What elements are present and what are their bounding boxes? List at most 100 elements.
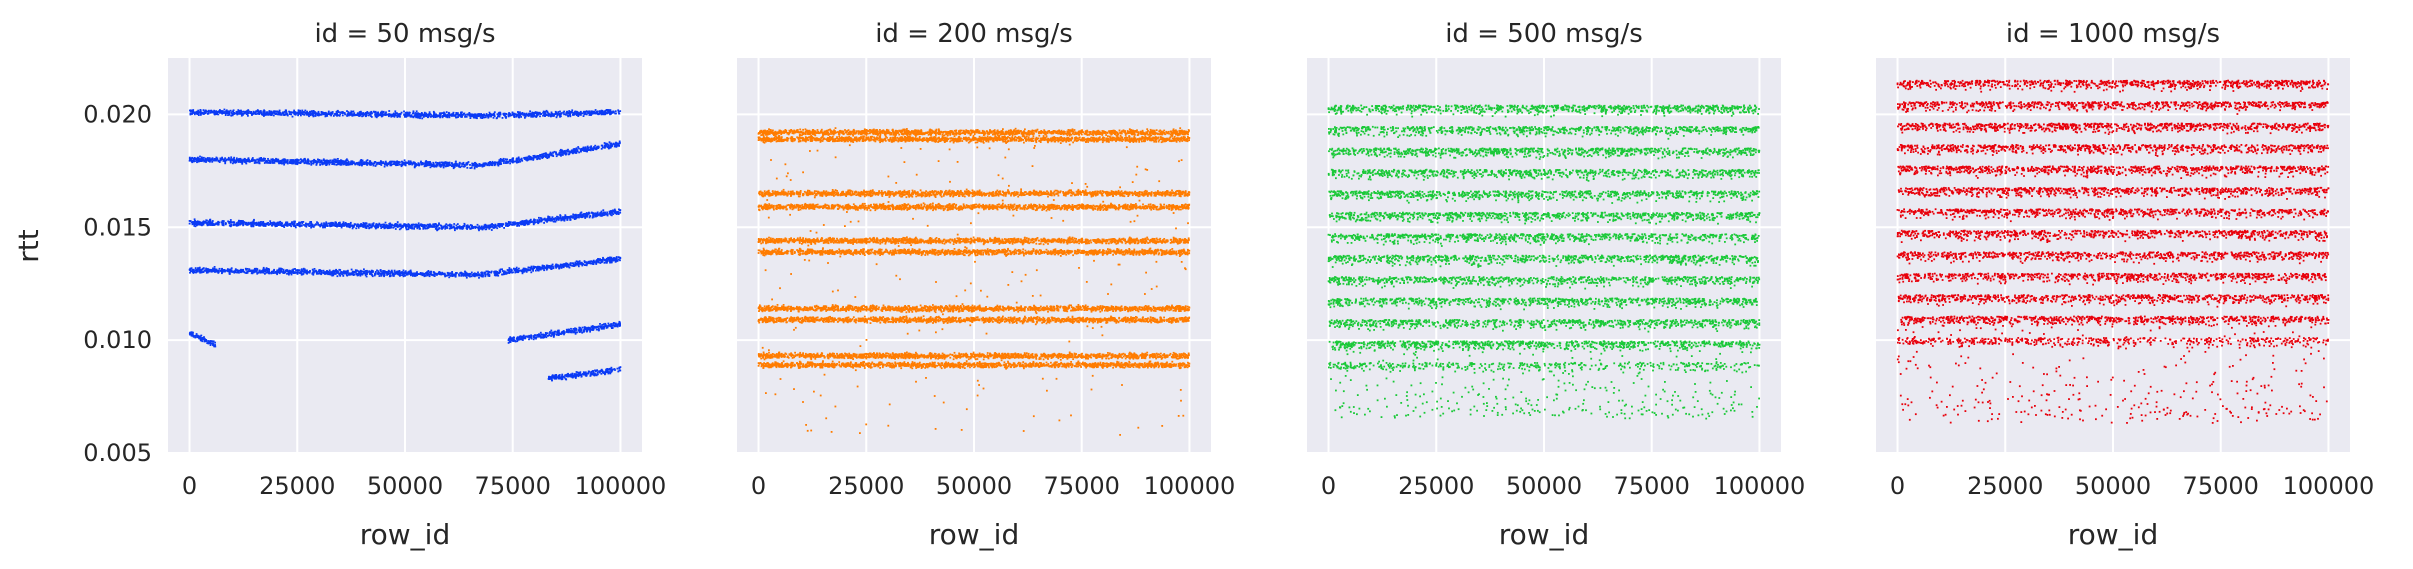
data-point [321, 111, 323, 113]
data-point [320, 114, 322, 116]
data-point [456, 116, 458, 118]
data-point [480, 113, 482, 115]
data-point [416, 110, 418, 112]
data-point [446, 111, 448, 113]
data-point [470, 117, 472, 119]
data-point [453, 167, 455, 169]
data-point [533, 116, 535, 118]
data-point [589, 114, 591, 116]
data-point [325, 116, 327, 118]
data-point [415, 112, 417, 114]
data-point [435, 116, 437, 118]
data-point [270, 114, 272, 116]
data-point [531, 113, 533, 115]
data-point [193, 112, 195, 114]
data-point [477, 114, 479, 116]
data-point [483, 117, 485, 119]
data-point [376, 162, 378, 164]
data-point [429, 111, 431, 113]
data-point [370, 112, 372, 114]
data-point [518, 114, 520, 116]
data-point [443, 167, 445, 169]
data-point [583, 111, 585, 113]
data-point [566, 112, 568, 114]
data-point [312, 114, 314, 116]
data-point [534, 112, 536, 114]
data-point [577, 146, 579, 148]
data-point [585, 111, 587, 113]
data-point [208, 110, 210, 112]
data-point [602, 110, 604, 112]
data-point [282, 112, 284, 114]
data-point [335, 159, 337, 161]
data-point [291, 112, 293, 114]
data-point [555, 112, 557, 114]
data-point [522, 112, 524, 114]
data-point [449, 116, 451, 118]
data-point [247, 110, 249, 112]
data-point [247, 115, 249, 117]
data-point [337, 110, 339, 112]
data-point [395, 112, 397, 114]
data-point [353, 111, 355, 113]
data-point [265, 114, 267, 116]
data-point [527, 114, 529, 116]
data-point [486, 113, 488, 115]
data-point [218, 160, 220, 162]
data-point [365, 115, 367, 117]
data-point [513, 115, 515, 117]
data-point [295, 113, 297, 115]
data-point [323, 112, 325, 114]
data-point [474, 117, 476, 119]
data-point [191, 110, 193, 112]
data-point [615, 110, 617, 112]
data-point [604, 110, 606, 112]
data-point [388, 110, 390, 112]
data-point [365, 113, 367, 115]
data-point [539, 154, 541, 156]
data-point [331, 113, 333, 115]
data-point [396, 114, 398, 116]
data-point [340, 112, 342, 114]
data-point [493, 117, 495, 119]
data-point [361, 115, 363, 117]
data-point [359, 115, 361, 117]
data-point [424, 112, 426, 114]
data-point [485, 116, 487, 118]
data-point [552, 113, 554, 115]
data-point [381, 111, 383, 113]
data-point [339, 113, 341, 115]
data-point [420, 115, 422, 117]
data-point [301, 110, 303, 112]
data-point [337, 158, 339, 160]
data-point [509, 115, 511, 117]
data-point [580, 111, 582, 113]
data-point [200, 114, 202, 116]
data-point [386, 114, 388, 116]
data-point [529, 110, 531, 112]
data-point [255, 162, 257, 164]
data-point [430, 166, 432, 168]
data-point [232, 111, 234, 113]
data-point [559, 114, 561, 116]
data-point [509, 163, 511, 165]
data-point [539, 115, 541, 117]
data-point [373, 111, 375, 113]
data-point [549, 114, 551, 116]
data-point [466, 114, 468, 116]
data-point [448, 112, 450, 114]
data-point [417, 113, 419, 115]
data-point [455, 114, 457, 116]
data-point [394, 115, 396, 117]
data-point [204, 112, 206, 114]
data-point [259, 111, 261, 113]
data-point [299, 110, 301, 112]
data-point [375, 111, 377, 113]
data-point [319, 159, 321, 161]
data-point [433, 116, 435, 118]
data-point [567, 114, 569, 116]
data-point [275, 111, 277, 113]
data-point [399, 113, 401, 115]
data-point [606, 113, 608, 115]
data-point [262, 111, 264, 113]
